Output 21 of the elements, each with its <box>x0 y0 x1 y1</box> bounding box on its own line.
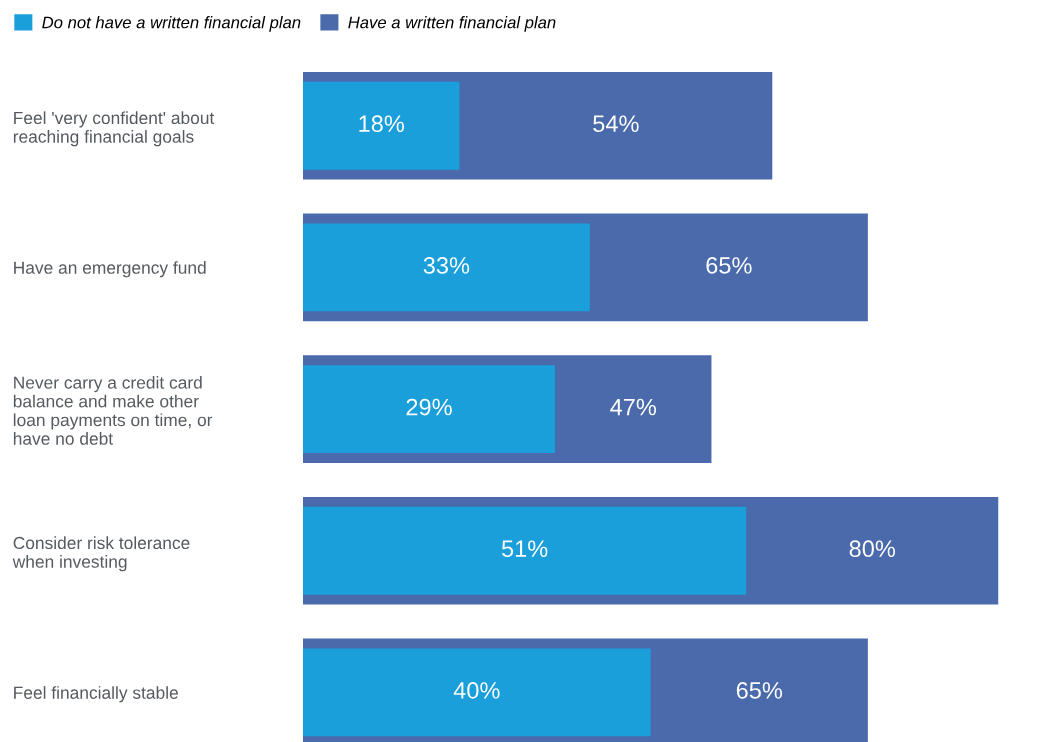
legend-label: Have a written financial plan <box>348 16 556 32</box>
bar <box>303 365 556 453</box>
data-label: 40% <box>453 682 500 699</box>
bar <box>303 506 747 595</box>
data-label: 51% <box>501 540 548 558</box>
y-tick-label: Never carry a credit card balance and make other loan payments on time, or have no debt <box>13 376 213 445</box>
legend-label: Do not have a written financial plan <box>42 16 301 32</box>
bar <box>303 223 590 312</box>
bar <box>303 81 460 170</box>
data-label: 54% <box>593 115 639 133</box>
data-label: 18% <box>359 115 404 133</box>
data-label: 47% <box>610 398 657 416</box>
data-label: 29% <box>406 398 452 416</box>
data-label: 80% <box>849 540 896 558</box>
y-tick-label: Feel 'very confident' about reaching financial goals <box>13 111 215 147</box>
y-tick-label: Have an emergency fund <box>14 261 206 278</box>
data-label: 65% <box>736 682 783 699</box>
y-tick-label: Feel financially stable <box>14 686 178 703</box>
data-label: 33% <box>423 257 470 274</box>
y-tick-label: Consider risk tolerance when investing <box>12 536 190 572</box>
data-label: 65% <box>706 257 752 274</box>
